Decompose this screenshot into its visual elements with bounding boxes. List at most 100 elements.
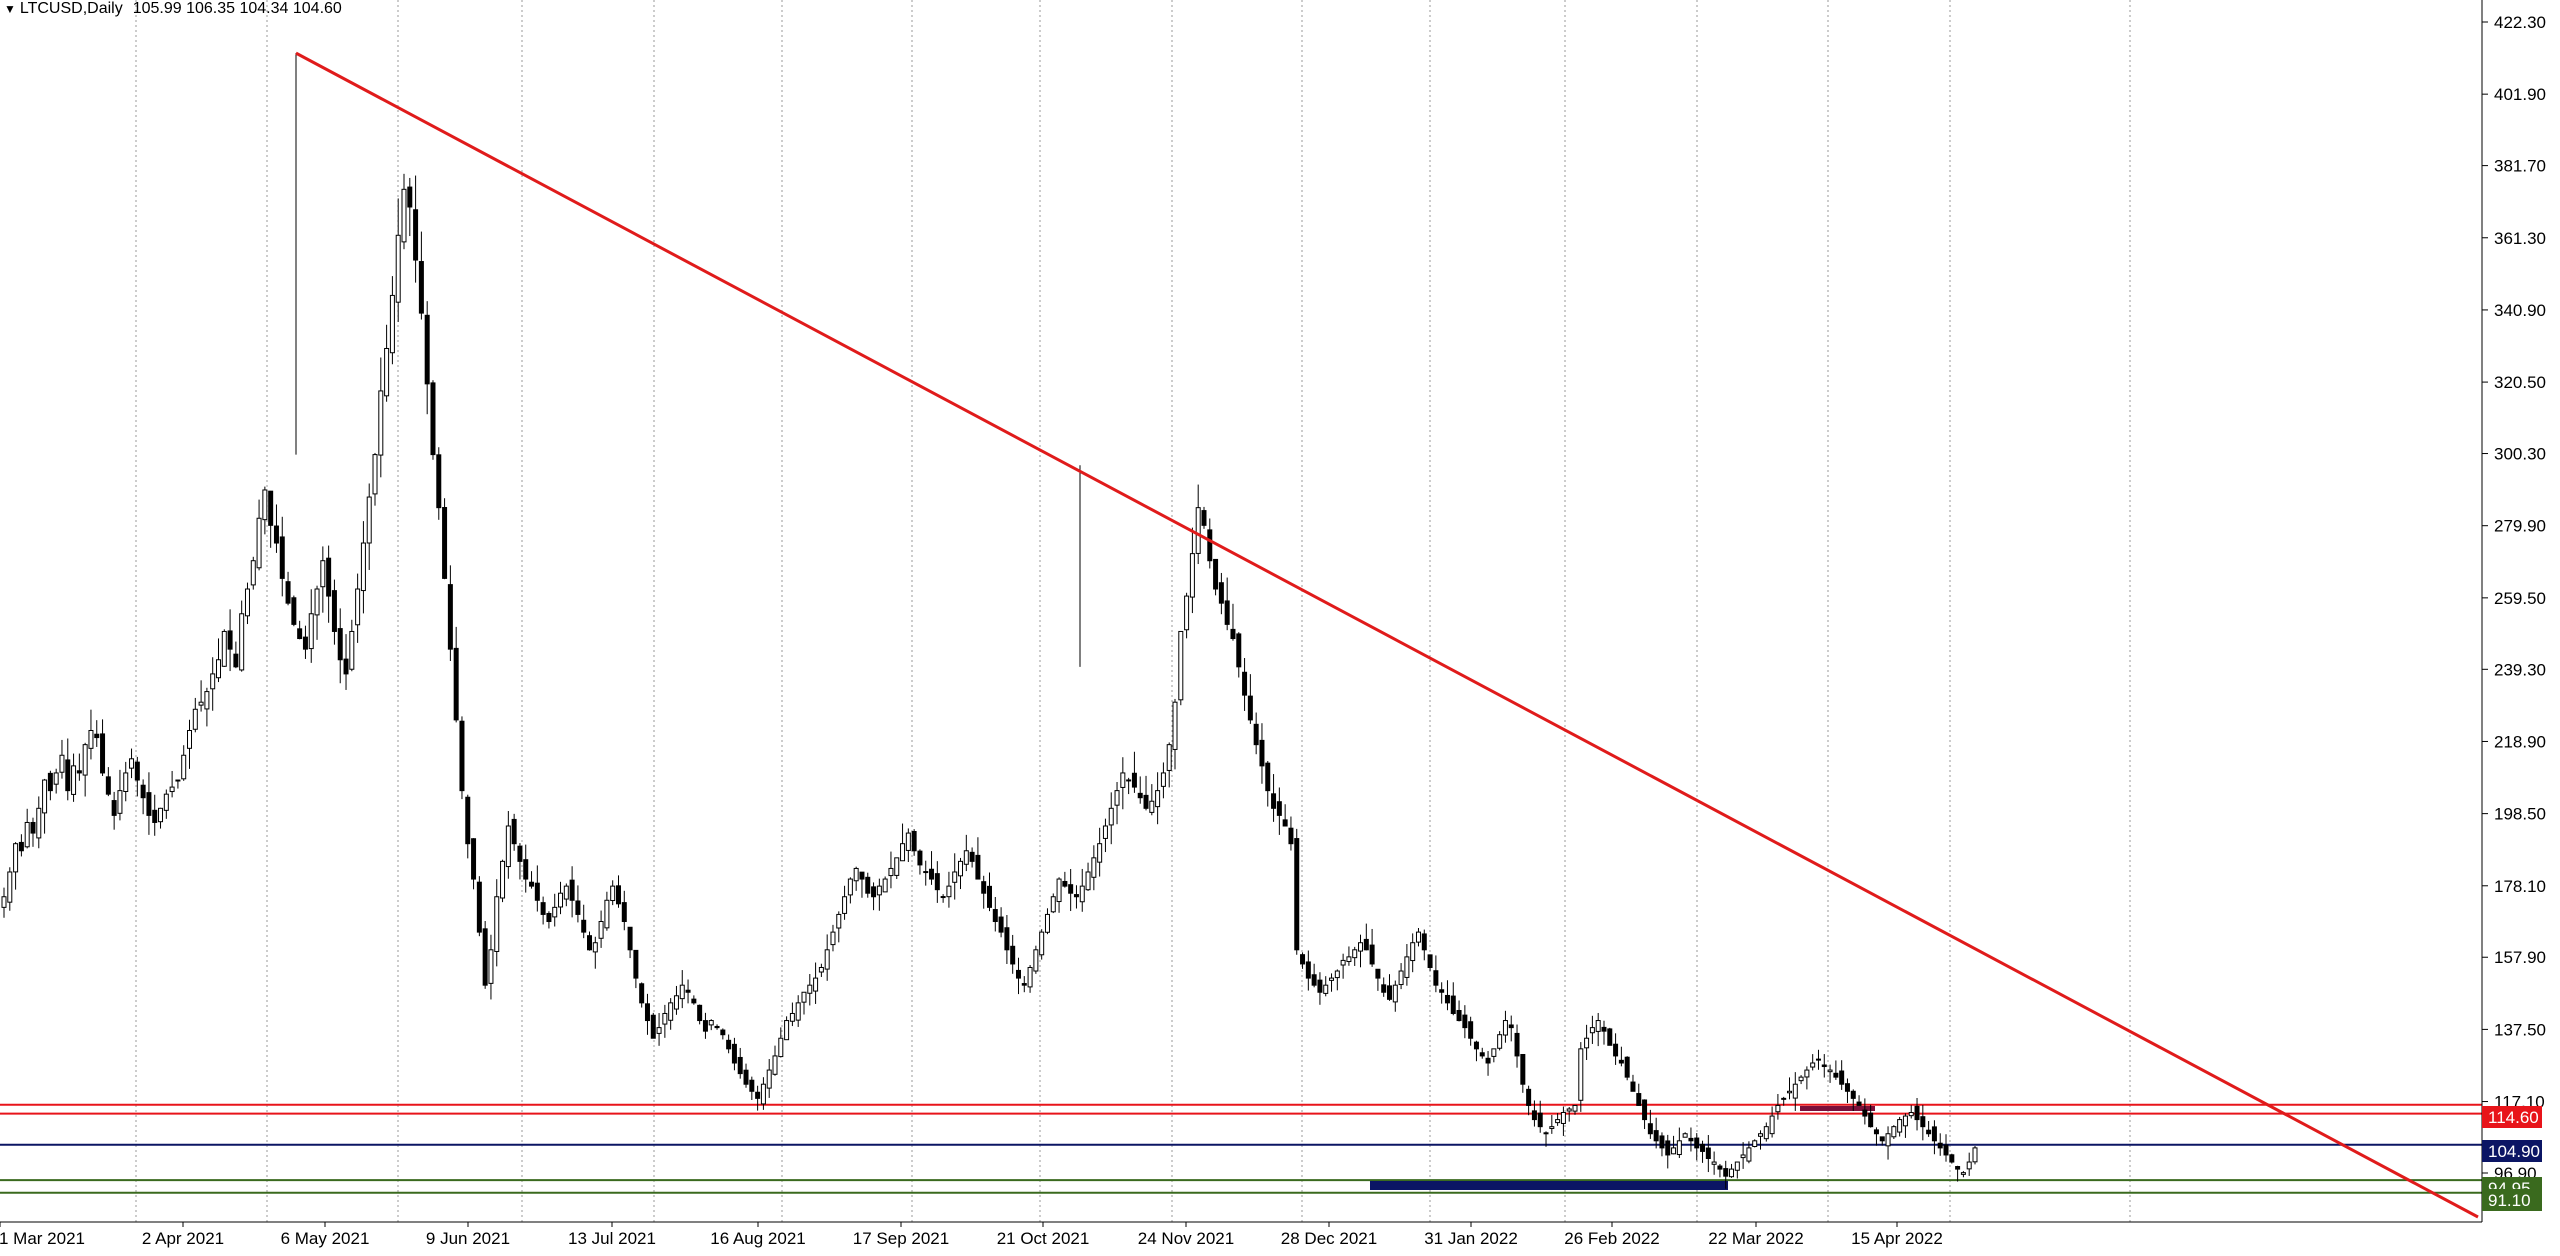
candle-body (233, 653, 239, 668)
candle-body (1868, 1112, 1874, 1128)
candle-body (1873, 1129, 1879, 1135)
candle-body (250, 560, 256, 586)
candle-body (969, 851, 975, 862)
candle-body (1856, 1101, 1862, 1106)
date-label: 26 Feb 2022 (1564, 1229, 1659, 1248)
candle-body (1265, 762, 1271, 792)
candle-body (1317, 979, 1323, 993)
candle-body (1763, 1126, 1769, 1140)
candle-body (952, 871, 958, 883)
candle-body (1723, 1168, 1729, 1177)
candle-body (1682, 1133, 1688, 1138)
candle-body (1340, 959, 1346, 966)
candle-body (1491, 1048, 1497, 1057)
candle-body (1410, 942, 1416, 962)
price-label: 340.90 (2494, 301, 2546, 320)
candle-body (789, 1012, 795, 1022)
candle-body (146, 792, 152, 816)
candle-body (905, 832, 911, 851)
candle-body (598, 921, 604, 939)
candle-body (813, 977, 819, 992)
candle-body (1897, 1119, 1903, 1133)
candle-body (1844, 1083, 1850, 1092)
candle-body (273, 525, 279, 544)
date-label: 15 Apr 2022 (1851, 1229, 1943, 1248)
candle-body (1358, 942, 1364, 952)
candle-body (772, 1055, 778, 1075)
candle-body (360, 542, 366, 592)
candle-body (587, 935, 593, 951)
candle-body (824, 949, 830, 970)
candle-body (1891, 1126, 1897, 1138)
candle-body (882, 878, 888, 893)
candle-body (1352, 949, 1358, 959)
candle-body (1456, 1009, 1462, 1022)
zone-bar-blue (1370, 1181, 1728, 1190)
candle-body (1236, 633, 1242, 668)
candle-body (227, 630, 233, 650)
candle-body (204, 691, 210, 710)
candle-body (859, 871, 865, 880)
candle-body (1734, 1161, 1740, 1171)
candle-body (1804, 1069, 1810, 1078)
candle-body (1902, 1115, 1908, 1127)
candle-body (575, 900, 581, 915)
candle-body (1329, 977, 1335, 981)
candle-body (1531, 1110, 1537, 1121)
candle-body (331, 590, 337, 632)
candle-body (401, 188, 407, 243)
date-label: 2 Apr 2021 (142, 1229, 224, 1248)
price-label: 218.90 (2494, 732, 2546, 751)
candle-body (1926, 1129, 1932, 1135)
candle-body (1462, 1014, 1468, 1029)
candle-body (1114, 790, 1120, 806)
candle-body (801, 991, 807, 1003)
candle-body (714, 1025, 720, 1029)
date-label: 28 Dec 2021 (1281, 1229, 1377, 1248)
candle-body (500, 860, 506, 899)
candle-body (1137, 792, 1143, 799)
candle-body (488, 949, 494, 984)
candle-body (1044, 913, 1050, 933)
candle-body (221, 630, 227, 667)
candle-body (871, 886, 877, 898)
candle-body (24, 821, 30, 848)
candle-body (644, 1003, 650, 1022)
candle-body (1972, 1147, 1978, 1163)
candle-body (1885, 1133, 1891, 1147)
candle-body (308, 613, 314, 650)
candle-body (1039, 931, 1045, 956)
candle-body (198, 701, 204, 706)
candle-body (1479, 1052, 1485, 1057)
date-axis: 1 Mar 2021 2 Apr 2021 6 May 2021 9 Jun 2021… (0, 1221, 2482, 1248)
candle-body (1062, 880, 1068, 887)
symbol-timeframe: LTCUSD,Daily (19, 0, 123, 17)
price-tag-label: 114.60 (2488, 1108, 2539, 1127)
candle-body (1705, 1147, 1711, 1159)
candle-body (430, 382, 436, 456)
candle-body (100, 733, 106, 774)
grid-lines (135, 0, 2131, 1222)
candle-body (708, 1020, 714, 1026)
candle-body (1323, 984, 1329, 994)
candle-body (1792, 1083, 1798, 1099)
zone-bars (1370, 1106, 1875, 1190)
candle-body (187, 729, 193, 749)
triangle-down-icon[interactable]: ▼ (4, 2, 16, 16)
candle-body (929, 868, 935, 880)
candle-body (1381, 984, 1387, 993)
candle-body (1549, 1126, 1555, 1129)
candle-body (963, 850, 969, 865)
candle-body (1334, 970, 1340, 979)
candle-body (656, 1027, 662, 1034)
candle-body (1624, 1056, 1630, 1078)
candle-body (1444, 994, 1450, 1004)
candle-body (1613, 1043, 1619, 1057)
candle-body (1815, 1058, 1821, 1061)
candle-body (1253, 723, 1259, 746)
candle-body (552, 906, 558, 918)
candle-body (1172, 701, 1178, 750)
price-label: 300.30 (2494, 445, 2546, 464)
